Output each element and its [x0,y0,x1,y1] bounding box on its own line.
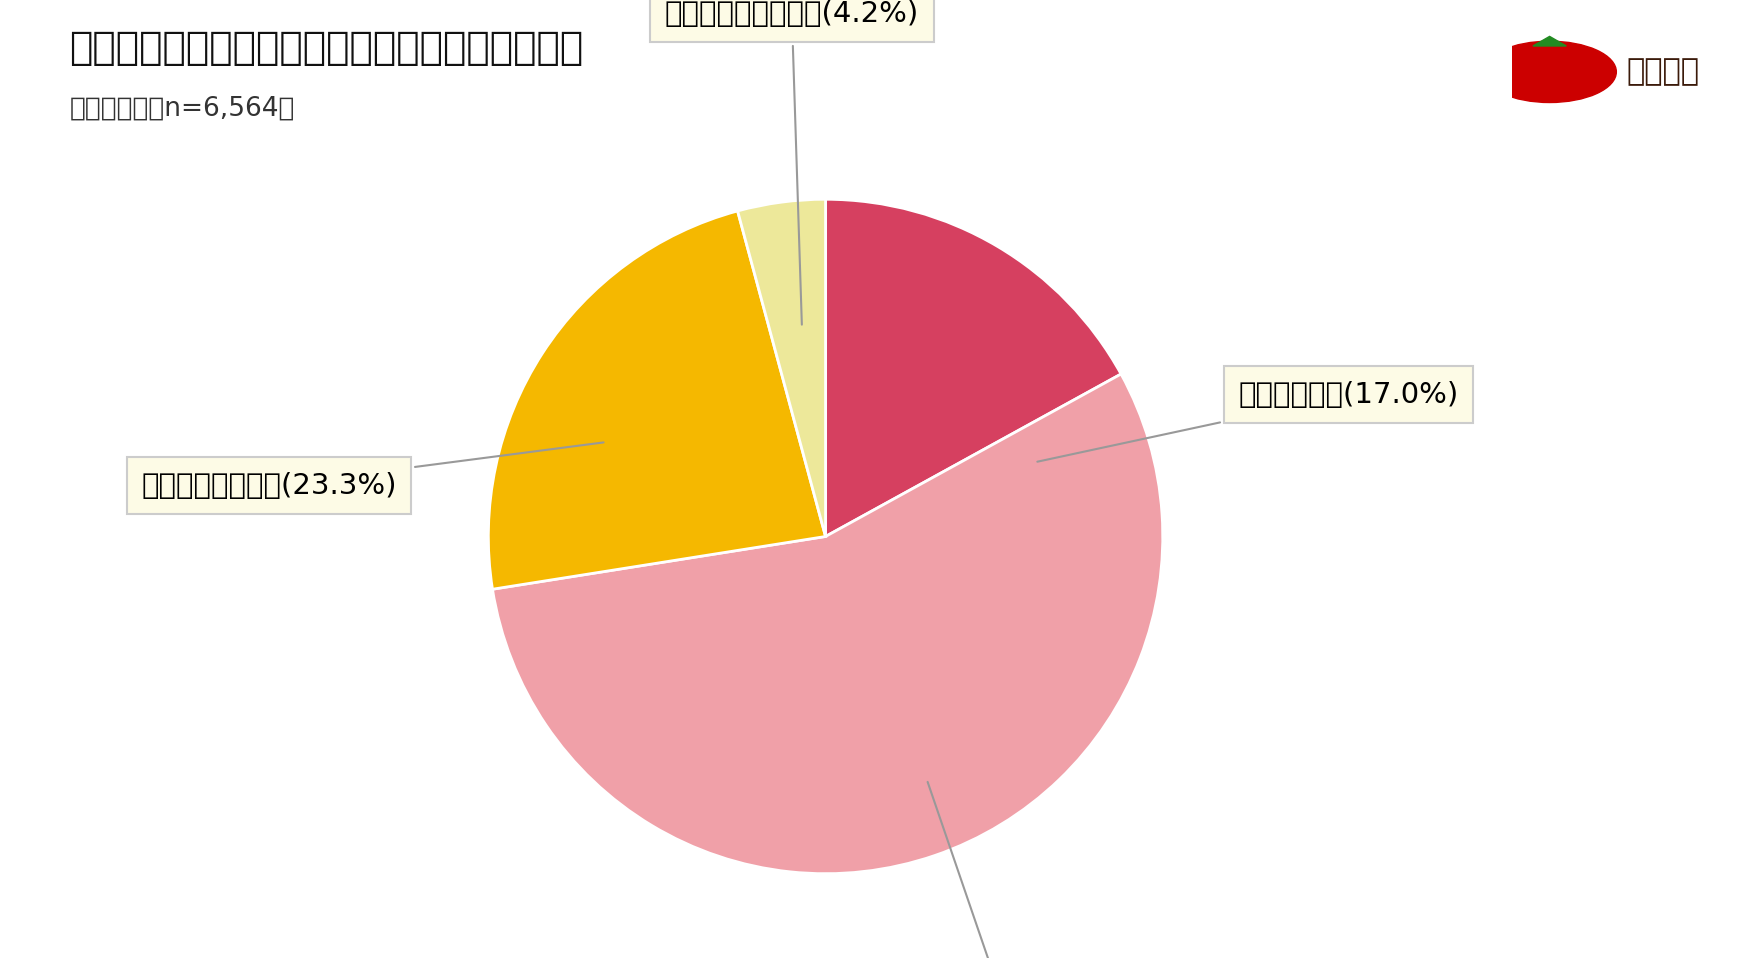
Text: まったく購入しない(4.2%): まったく購入しない(4.2%) [664,0,919,325]
Wedge shape [492,374,1163,874]
Text: あまり購入しない(23.3%): あまり購入しない(23.3%) [141,443,603,500]
Text: よく購入する(17.0%): よく購入する(17.0%) [1038,381,1458,462]
Text: （単一回答、n=6,564）: （単一回答、n=6,564） [70,96,295,122]
Polygon shape [1533,36,1566,46]
Text: 「市販のおにぎり」を購入することはありますか: 「市販のおにぎり」を購入することはありますか [70,29,584,67]
Wedge shape [488,211,826,589]
Text: トクバイ: トクバイ [1627,57,1700,86]
Wedge shape [737,199,826,536]
Wedge shape [826,199,1121,536]
Text: ときどき購入する(55.5%): ときどき購入する(55.5%) [883,782,1138,958]
Circle shape [1483,41,1616,103]
